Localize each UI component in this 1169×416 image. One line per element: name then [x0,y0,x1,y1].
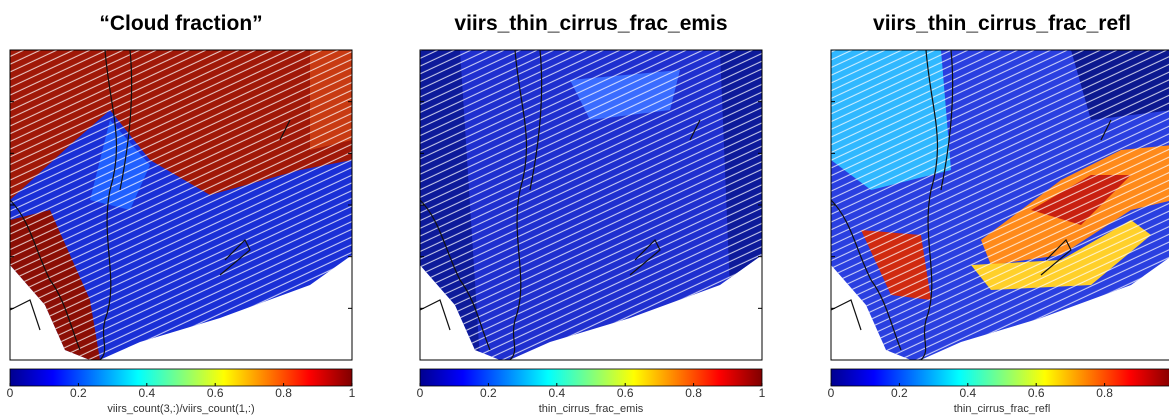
colorbar [9,368,353,387]
colorbar-tick-label: 0.4 [959,386,976,400]
colorbar-tick-label: 0.8 [275,386,292,400]
colorbar-tick-label: 0.6 [617,386,634,400]
panel-title: viirs_thin_cirrus_frac_emis [454,12,727,35]
colorbar-tick-label: 1 [759,386,766,400]
colorbar-tick-label: 0.2 [70,386,87,400]
colorbar-label: thin_cirrus_frac_emis [539,403,644,415]
colorbar-tick-label: 0.6 [1028,386,1045,400]
colorbar-tick-label: 0.2 [891,386,908,400]
swath [831,50,1169,360]
colorbar-tick-label: 0 [417,386,424,400]
colorbar-tick-label: 0.4 [548,386,565,400]
colorbar-tick-label: 0 [828,386,835,400]
colorbar-tick-label: 0.2 [480,386,497,400]
panel-title: viirs_thin_cirrus_frac_refl [873,12,1131,35]
colorbar [830,368,1169,387]
map [9,49,353,361]
colorbar [419,368,763,387]
colorbar-tick-label: 0.8 [685,386,702,400]
colorbar-label: thin_cirrus_frac_refl [954,403,1051,415]
colorbar-label: viirs_count(3,:)/viirs_count(1,:) [107,403,254,415]
map [419,49,763,361]
coastline [9,49,291,361]
colorbar-tick-label: 0.8 [1096,386,1113,400]
colorbar-tick-label: 0 [7,386,14,400]
panel-title: “Cloud fraction” [99,12,262,35]
coastline [419,49,701,361]
colorbar-tick-label: 0.6 [207,386,224,400]
colorbar-tick-label: 1 [349,386,356,400]
map [830,49,1169,361]
coastline [830,49,1112,361]
colorbar-tick-label: 0.4 [138,386,155,400]
